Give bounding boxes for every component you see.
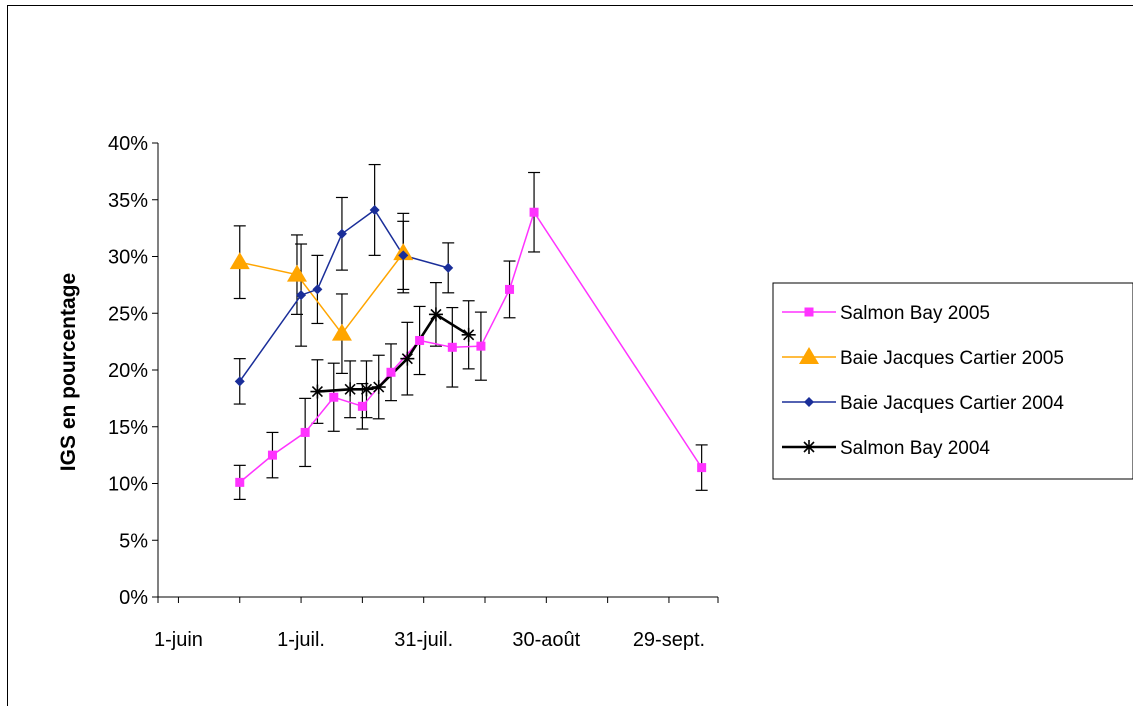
data-point	[343, 382, 358, 397]
legend-swatch-marker	[804, 397, 814, 407]
y-tick-label: 40%	[108, 133, 148, 155]
data-point	[229, 252, 250, 270]
data-point	[234, 376, 245, 387]
data-point	[400, 351, 415, 366]
x-tick-label: 30-août	[512, 629, 580, 651]
legend-swatch-marker	[804, 307, 814, 317]
series-lines	[239, 208, 703, 483]
legend-label: Salmon Bay 2004	[840, 438, 990, 459]
data-point	[235, 477, 245, 487]
data-point	[529, 207, 539, 217]
legend-label: Baie Jacques Cartier 2005	[840, 348, 1064, 369]
legend-item: Baie Jacques Cartier 2005	[782, 347, 1064, 369]
series-line	[317, 312, 470, 393]
data-point	[336, 228, 347, 239]
data-point	[697, 463, 707, 473]
legend-item: Baie Jacques Cartier 2004	[782, 393, 1064, 414]
data-point	[286, 264, 307, 282]
y-tick-label: 35%	[108, 190, 148, 212]
data-point	[300, 427, 310, 437]
data-point	[428, 307, 443, 322]
axes: 0% 5% 10% 15% 20% 25% 30% 35% 40% 1-juin 1-juil. 31…	[108, 133, 719, 651]
data-point	[415, 335, 425, 345]
legend-item: Salmon Bay 2004	[782, 438, 990, 459]
legend-item: Salmon Bay 2005	[782, 303, 990, 324]
y-tick-label: 10%	[108, 474, 148, 496]
y-tick-label: 25%	[108, 303, 148, 325]
y-tick-label: 30%	[108, 247, 148, 269]
chart-frame	[7, 5, 1133, 706]
series-line	[239, 252, 404, 335]
data-point	[461, 327, 476, 342]
y-tick-label: 0%	[119, 587, 148, 609]
x-tick-label: 29-sept.	[633, 629, 705, 651]
y-tick-label: 5%	[119, 530, 148, 552]
data-point	[447, 342, 457, 352]
error-bars	[233, 163, 708, 500]
y-tick-label: 15%	[108, 417, 148, 439]
data-point	[443, 262, 454, 273]
data-point	[359, 382, 374, 397]
legend-swatch-marker	[802, 440, 816, 454]
data-point	[329, 392, 339, 402]
data-point	[371, 380, 386, 395]
data-point	[310, 384, 325, 399]
legend-swatch-marker	[799, 347, 819, 364]
y-tick-label: 20%	[108, 360, 148, 382]
data-point	[296, 290, 307, 301]
legend-label: Salmon Bay 2005	[840, 303, 990, 324]
data-point	[267, 450, 277, 460]
data-point	[357, 401, 367, 411]
data-point	[369, 204, 380, 215]
legend-label: Baie Jacques Cartier 2004	[840, 393, 1064, 414]
legend: Salmon Bay 2005 Baie Jacques Cartier 2005…	[772, 282, 1133, 480]
data-point	[386, 367, 396, 377]
data-point	[398, 250, 409, 261]
data-point	[505, 284, 515, 294]
x-tick-label: 1-juil.	[277, 629, 325, 651]
series-markers	[229, 204, 707, 487]
data-point	[476, 341, 486, 351]
series-line	[239, 210, 703, 483]
x-tick-label: 31-juil.	[394, 629, 453, 651]
data-point	[312, 284, 323, 295]
x-tick-label: 1-juin	[154, 629, 203, 651]
y-axis-title: IGS en pourcentage	[57, 273, 80, 471]
data-point	[331, 323, 352, 341]
